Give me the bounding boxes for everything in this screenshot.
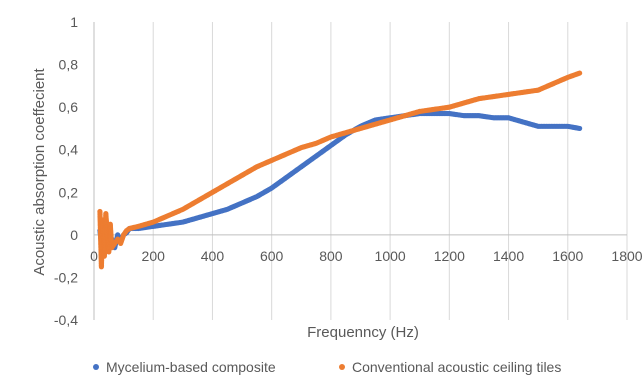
gridlines (152, 22, 628, 320)
x-tick-label: 1000 (375, 248, 406, 264)
data-point (577, 125, 583, 132)
y-tick-label: 0,2 (59, 184, 79, 200)
legend: Mycelium-based composite Conventional aco… (93, 359, 561, 375)
x-tick-label: 1400 (493, 248, 524, 264)
x-axis-label: Frequenncy (Hz) (307, 324, 419, 341)
data-point (577, 70, 583, 76)
y-axis-label: Acoustic absorption coeffecient (31, 67, 48, 275)
x-tick-label: 1800 (611, 248, 642, 264)
y-tick-labels: -0,4 -0,2 0 0,2 0,4 0,6 0,8 1 (54, 14, 78, 328)
x-tick-label: 200 (142, 248, 166, 264)
y-tick-label: 0,6 (59, 99, 79, 115)
x-tick-label: 0 (90, 248, 98, 264)
x-tick-labels: 0 200 400 600 800 1000 1200 1400 1600 1800 (90, 248, 642, 264)
plot-area (97, 70, 583, 270)
y-tick-label: -0,4 (54, 312, 78, 328)
legend-label: Conventional acoustic ceiling tiles (352, 359, 561, 375)
x-tick-label: 1600 (552, 248, 583, 264)
axes (93, 22, 627, 320)
legend-item: Mycelium-based composite (93, 359, 276, 375)
x-tick-label: 400 (201, 248, 225, 264)
x-tick-label: 1200 (434, 248, 465, 264)
y-tick-label: 1 (70, 14, 78, 30)
y-tick-label: 0,8 (59, 57, 79, 73)
legend-marker (93, 364, 99, 370)
y-tick-label: -0,2 (54, 269, 78, 285)
y-tick-label: 0,4 (59, 142, 79, 158)
x-tick-label: 800 (319, 248, 343, 264)
x-tick-label: 600 (260, 248, 284, 264)
legend-label: Mycelium-based composite (106, 359, 276, 375)
y-tick-label: 0 (70, 227, 78, 243)
series-ceiling-tiles (97, 70, 583, 270)
legend-item: Conventional acoustic ceiling tiles (339, 359, 561, 375)
legend-marker (339, 364, 345, 370)
